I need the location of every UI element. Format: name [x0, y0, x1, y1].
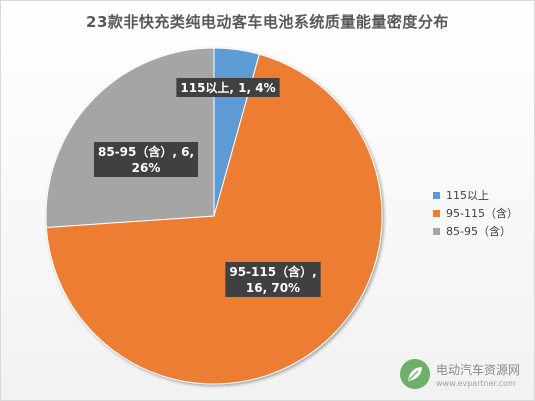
data-label: 85-95（含）, 6, 26%: [93, 142, 199, 177]
legend-item: 115以上: [433, 186, 518, 204]
chart-title: 23款非快充类纯电动客车电池系统质量能量密度分布: [86, 13, 449, 31]
watermark-url: www.evpartner.com: [436, 379, 516, 388]
legend-label: 115以上: [446, 189, 489, 202]
data-label-box: [93, 142, 199, 177]
legend: 115以上 95-115（含） 85-95（含）: [433, 186, 518, 240]
data-label-box: [176, 78, 280, 97]
pie-slice: [45, 47, 215, 228]
watermark-name: 电动汽车资源网: [436, 363, 521, 377]
pie-slice: [45, 53, 383, 385]
data-label-text: 95-115（含）,: [229, 264, 316, 279]
data-label-text: 16, 70%: [246, 281, 300, 295]
legend-label: 85-95（含）: [446, 225, 511, 238]
data-label: 95-115（含）, 16, 70%: [225, 262, 321, 297]
legend-swatch-2: [433, 227, 440, 235]
data-label-text: 26%: [132, 161, 161, 175]
data-label: 115以上, 1, 4%: [176, 78, 280, 97]
leaf-logo-icon: [400, 359, 430, 389]
legend-item: 85-95（含）: [433, 222, 518, 240]
data-label-text: 85-95（含）, 6,: [98, 144, 194, 159]
data-label-box: [225, 262, 321, 297]
watermark: 电动汽车资源网 www.evpartner.com: [400, 355, 530, 395]
legend-swatch-0: [433, 191, 440, 199]
legend-swatch-1: [433, 209, 440, 217]
legend-item: 95-115（含）: [433, 204, 518, 222]
legend-label: 95-115（含）: [446, 207, 518, 220]
data-label-text: 115以上, 1, 4%: [180, 80, 275, 95]
